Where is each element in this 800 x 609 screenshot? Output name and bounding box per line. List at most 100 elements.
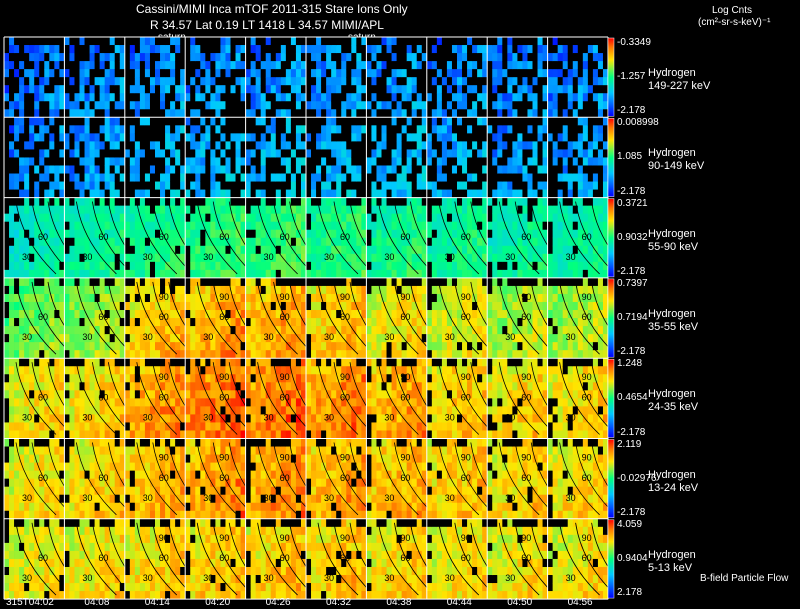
contour-label: 30 — [324, 332, 334, 342]
contour-label: 60 — [400, 473, 410, 483]
contour-label: 60 — [400, 553, 410, 563]
contour-label: 90 — [280, 533, 290, 543]
contour-label: 90 — [582, 292, 592, 302]
heatmap-cell — [64, 117, 126, 198]
band-energy: 24-35 keV — [648, 401, 699, 414]
contour-label: 60 — [340, 553, 350, 563]
colorbar-mid-label: 0.7194 — [617, 312, 648, 324]
contour-label: 30 — [384, 493, 394, 503]
contour-label: 90 — [159, 453, 169, 463]
colorbar-mid-label: 0.9032 — [617, 231, 648, 243]
contour-label: 90 — [582, 372, 592, 382]
heatmap-cell: 30 60 90 — [547, 358, 632, 439]
colorbar-mid-label: 1.085 — [617, 151, 643, 163]
heatmap-cell: 30 60 90 — [366, 358, 451, 439]
contour-label: 90 — [280, 453, 290, 463]
heatmap-cell: 30 60 90 — [306, 358, 391, 439]
colorbar — [607, 278, 615, 358]
contour-label: 30 — [82, 332, 92, 342]
colorbar — [607, 37, 615, 117]
heatmap-cell: 30 60 90 — [547, 518, 632, 600]
contour-label: 60 — [98, 393, 108, 403]
heatmap-cell: 30 60 — [426, 197, 512, 279]
contour-label: 90 — [400, 292, 410, 302]
contour-label: 90 — [461, 453, 471, 463]
contour-label: 30 — [203, 493, 213, 503]
heatmap-cell — [426, 37, 488, 118]
heatmap-cell: 30 60 90 — [124, 277, 210, 359]
contour-label: 60 — [340, 232, 350, 242]
heatmap-cell: 30 60 — [64, 277, 149, 359]
heatmap-cell: 30 60 90 — [245, 277, 330, 359]
contour-label: 30 — [22, 332, 32, 342]
colorbar-min-label: -2.178 — [617, 506, 646, 518]
heatmap-cell: 30 60 90 — [306, 438, 391, 520]
heatmap-cell — [306, 117, 367, 198]
x-tick-label: 04:32 — [326, 597, 352, 608]
heatmap-cell — [426, 117, 488, 198]
heatmap-cell: 30 60 90 — [426, 358, 512, 439]
band-species-energy: Hydrogen 90-149 keV — [648, 147, 704, 173]
heatmap-cell: 30 60 90 — [306, 518, 391, 600]
heatmap-cell: 30 60 90 — [185, 358, 270, 439]
band-energy: 35-55 keV — [648, 320, 699, 333]
colorbar-min-label: 2.178 — [617, 587, 643, 599]
contour-label: 90 — [219, 533, 229, 543]
colorbar-max-label: 0.3721 — [617, 197, 648, 209]
contour-label: 60 — [280, 232, 290, 242]
contour-label: 30 — [505, 573, 515, 583]
band-species: Hydrogen — [648, 307, 696, 320]
contour-label: 30 — [505, 493, 515, 503]
band-species: Hydrogen — [648, 227, 696, 240]
contour-label: 60 — [400, 312, 410, 322]
x-tick-label: 04:38 — [386, 597, 412, 608]
contour-label: 30 — [445, 413, 455, 423]
colorbar-max-label: 0.008998 — [617, 117, 659, 129]
heatmap-cell: 30 60 — [4, 518, 89, 600]
contour-label: 60 — [159, 312, 169, 322]
footer-note: B-field Particle Flow — [700, 573, 789, 584]
colorbar — [607, 198, 615, 278]
heatmap-cell: 30 60 90 — [124, 438, 210, 520]
heatmap-cell — [547, 37, 609, 118]
contour-label: 30 — [384, 332, 394, 342]
band-energy: 5-13 keV — [648, 561, 693, 574]
x-tick-label: 04:26 — [265, 597, 291, 608]
units-label-line2: (cm²-sr-s-keV)⁻¹ — [698, 17, 771, 28]
band-species: Hydrogen — [648, 147, 696, 160]
contour-label: 90 — [400, 372, 410, 382]
contour-label: 30 — [264, 573, 274, 583]
contour-label: 60 — [38, 473, 48, 483]
contour-label: 60 — [461, 312, 471, 322]
colorbar-max-label: 4.059 — [617, 518, 643, 530]
contour-label: 30 — [82, 252, 92, 262]
contour-label: 90 — [340, 533, 350, 543]
heatmap-cell: 30 60 90 — [426, 277, 512, 359]
contour-label: 60 — [280, 473, 290, 483]
contour-label: 30 — [143, 493, 153, 503]
contour-label: 60 — [521, 393, 531, 403]
heatmap-cell — [4, 37, 65, 118]
contour-label: 60 — [521, 232, 531, 242]
contour-label: 30 — [82, 573, 92, 583]
contour-label: 30 — [384, 413, 394, 423]
heatmap-cell: 30 60 90 — [185, 277, 270, 359]
contour-label: 90 — [340, 292, 350, 302]
contour-label: 90 — [159, 372, 169, 382]
x-tick-label: 04:44 — [446, 597, 472, 608]
colorbar — [607, 358, 615, 438]
contour-label: 60 — [461, 553, 471, 563]
heatmap-cell: 30 60 — [64, 438, 149, 520]
heatmap-cell — [185, 117, 246, 198]
heatmap-cell — [366, 37, 428, 118]
contour-label: 60 — [219, 473, 229, 483]
contour-label: 30 — [566, 252, 576, 262]
colorbar-mid-label: 0.4654 — [617, 392, 648, 404]
contour-label: 60 — [98, 553, 108, 563]
colorbar-min-label: -2.178 — [617, 426, 646, 438]
contour-label: 60 — [159, 553, 169, 563]
colorbar-max-label: 0.7397 — [617, 277, 648, 289]
colorbar-max-label: 2.119 — [617, 438, 642, 450]
band-species-energy: Hydrogen 5-13 keV — [648, 549, 696, 575]
